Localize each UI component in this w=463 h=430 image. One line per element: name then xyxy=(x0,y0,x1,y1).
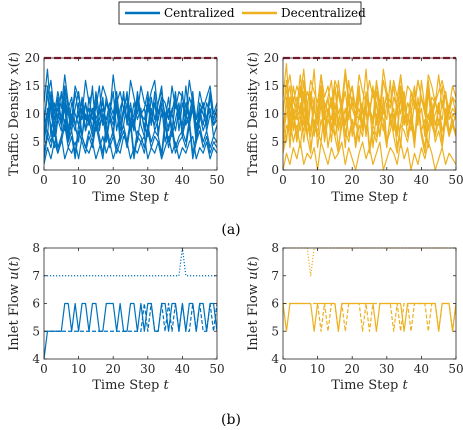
x-tick-label: 30 xyxy=(379,173,394,187)
y-axis-label: Traffic Density x(t) xyxy=(246,52,261,176)
chart-traffic-density-centralized: 0 10 20 30 40 50 0 5 10 15 20 Time Step t Traffic De… xyxy=(7,51,225,205)
x-tick-label: 0 xyxy=(40,362,48,376)
legend-label-centralized: Centralized xyxy=(164,6,235,20)
x-tick-label: 10 xyxy=(310,173,325,187)
x-tick-label: 20 xyxy=(106,173,121,187)
y-tick-label: 15 xyxy=(25,79,40,93)
y-tick-label: 20 xyxy=(264,51,279,65)
y-tick-label: 7 xyxy=(271,269,279,283)
x-tick-label: 40 xyxy=(414,173,429,187)
series-line-2 xyxy=(44,302,217,332)
y-tick-label: 5 xyxy=(271,135,279,149)
x-tick-label: 30 xyxy=(379,362,394,376)
y-tick-label: 5 xyxy=(32,324,40,338)
series-line-7 xyxy=(283,68,456,110)
y-tick-label: 8 xyxy=(32,241,40,255)
x-axis-label: Time Step t xyxy=(331,378,408,393)
x-tick-label: 50 xyxy=(209,173,224,187)
series-line-1 xyxy=(44,302,217,360)
x-tick-label: 10 xyxy=(71,173,86,187)
x-axis-label: Time Step t xyxy=(331,190,408,205)
x-tick-label: 20 xyxy=(345,173,360,187)
caption-b: (b) xyxy=(221,412,241,428)
series-line-7 xyxy=(44,135,217,165)
chart-inlet-flow-decentralized: 0 10 20 30 40 50 4 5 6 7 8 Time Step t Inlet Flow u(… xyxy=(246,241,463,393)
x-tick-label: 40 xyxy=(175,362,190,376)
chart-traffic-density-decentralized: 0 10 20 30 40 50 0 5 10 15 20 Time Step t Traffic De… xyxy=(246,51,463,205)
x-tick-label: 10 xyxy=(71,362,86,376)
y-tick-label: 4 xyxy=(32,352,40,366)
x-tick-label: 10 xyxy=(310,362,325,376)
y-tick-label: 20 xyxy=(25,51,40,65)
legend-box xyxy=(118,1,362,25)
x-tick-label: 0 xyxy=(279,362,287,376)
x-tick-label: 30 xyxy=(140,362,155,376)
y-tick-label: 6 xyxy=(271,297,279,311)
y-tick-label: 6 xyxy=(32,297,40,311)
y-tick-label: 5 xyxy=(271,324,279,338)
y-tick-label: 15 xyxy=(264,79,279,93)
x-tick-label: 30 xyxy=(140,173,155,187)
series-group xyxy=(283,62,456,171)
x-tick-label: 50 xyxy=(209,362,224,376)
y-tick-label: 10 xyxy=(264,107,279,121)
x-tick-label: 0 xyxy=(279,173,287,187)
x-tick-label: 40 xyxy=(175,173,190,187)
x-axis-label: Time Step t xyxy=(92,378,169,393)
series-line-1 xyxy=(283,302,456,332)
y-axis-label: Inlet Flow u(t) xyxy=(246,256,261,351)
x-tick-label: 40 xyxy=(414,362,429,376)
x-tick-label: 20 xyxy=(345,362,360,376)
chart-inlet-flow-centralized: 0 10 20 30 40 50 4 5 6 7 8 Time Step t Inlet Flow u(… xyxy=(7,241,225,393)
y-tick-label: 4 xyxy=(271,352,279,366)
x-tick-label: 50 xyxy=(448,173,463,187)
caption-a: (a) xyxy=(221,222,240,238)
y-axis-label: Inlet Flow u(t) xyxy=(7,256,22,351)
legend: Centralized Decentralized xyxy=(118,1,366,25)
series-line-10 xyxy=(283,96,456,149)
x-tick-label: 50 xyxy=(448,362,463,376)
y-tick-label: 5 xyxy=(32,135,40,149)
series-line-2 xyxy=(283,302,456,332)
y-tick-label: 8 xyxy=(271,241,279,255)
y-axis-label: Traffic Density x(t) xyxy=(7,52,22,176)
x-axis-label: Time Step t xyxy=(92,190,169,205)
x-tick-label: 0 xyxy=(40,173,48,187)
series-line-3 xyxy=(44,247,217,277)
series-group xyxy=(44,68,217,165)
x-tick-label: 20 xyxy=(106,362,121,376)
series-group xyxy=(44,247,217,360)
series-line-10 xyxy=(44,90,217,132)
y-tick-label: 7 xyxy=(32,269,40,283)
y-tick-label: 10 xyxy=(25,107,40,121)
y-tick-label: 0 xyxy=(32,163,40,177)
y-tick-label: 0 xyxy=(271,163,279,177)
legend-label-decentralized: Decentralized xyxy=(281,6,366,20)
